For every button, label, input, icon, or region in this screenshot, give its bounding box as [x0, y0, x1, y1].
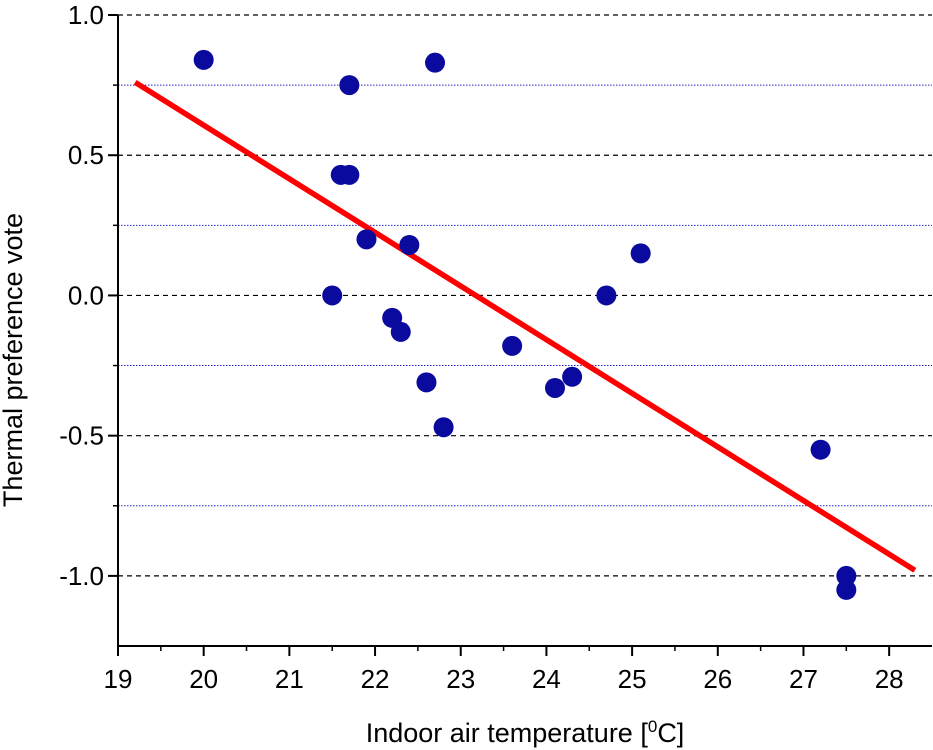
data-point-12	[502, 335, 523, 356]
x-tick-label-2: 21	[275, 664, 304, 694]
data-point-5	[356, 229, 377, 250]
x-tick-label-1: 20	[189, 664, 218, 694]
x-tick-label-0: 19	[104, 664, 133, 694]
data-point-10	[425, 52, 446, 73]
grid-layer	[118, 14, 932, 577]
x-axis-title-unit: C]	[657, 718, 684, 748]
x-axis-title: Indoor air temperature [0C]	[366, 717, 685, 748]
x-axis-title-superscript: 0	[648, 717, 657, 736]
x-tick-label-7: 26	[703, 664, 732, 694]
data-point-19	[836, 579, 857, 600]
y-tick-label-1: 0.5	[68, 140, 104, 170]
x-tick-label-8: 27	[789, 664, 818, 694]
x-tick-label-5: 24	[532, 664, 561, 694]
data-point-3	[339, 164, 360, 185]
data-point-1	[322, 285, 343, 306]
data-point-7	[390, 321, 411, 342]
y-tick-label-3: -0.5	[59, 421, 104, 451]
y-tick-label-4: -1.0	[59, 561, 104, 591]
x-tick-label-9: 28	[875, 664, 904, 694]
x-tick-label-3: 22	[361, 664, 390, 694]
x-tick-label-6: 25	[618, 664, 647, 694]
points-layer	[193, 49, 857, 600]
y-tick-label-0: 1.0	[68, 0, 104, 30]
data-point-16	[630, 243, 651, 264]
data-point-4	[339, 75, 360, 96]
y-tick-label-2: 0.0	[68, 280, 104, 310]
data-point-17	[810, 439, 831, 460]
x-tick-label-4: 23	[446, 664, 475, 694]
fit-layer	[133, 79, 917, 573]
data-point-18	[836, 565, 857, 586]
axes-layer	[117, 15, 932, 647]
data-point-13	[544, 377, 565, 398]
ticks-layer: 19 20 21 22 23 24 25 26 27 28 1.0 0.5 0.0 -0.5 -1.0	[59, 0, 903, 694]
x-axis-title-main: Indoor air temperature [	[366, 718, 649, 748]
data-point-11	[433, 417, 454, 438]
y-axis-title: Thermal preference vote	[0, 213, 28, 507]
regression-fit-line	[133, 79, 917, 573]
data-point-14	[562, 366, 583, 387]
data-point-0	[193, 49, 214, 70]
data-point-8	[399, 234, 420, 255]
data-point-9	[416, 372, 437, 393]
data-point-15	[596, 285, 617, 306]
